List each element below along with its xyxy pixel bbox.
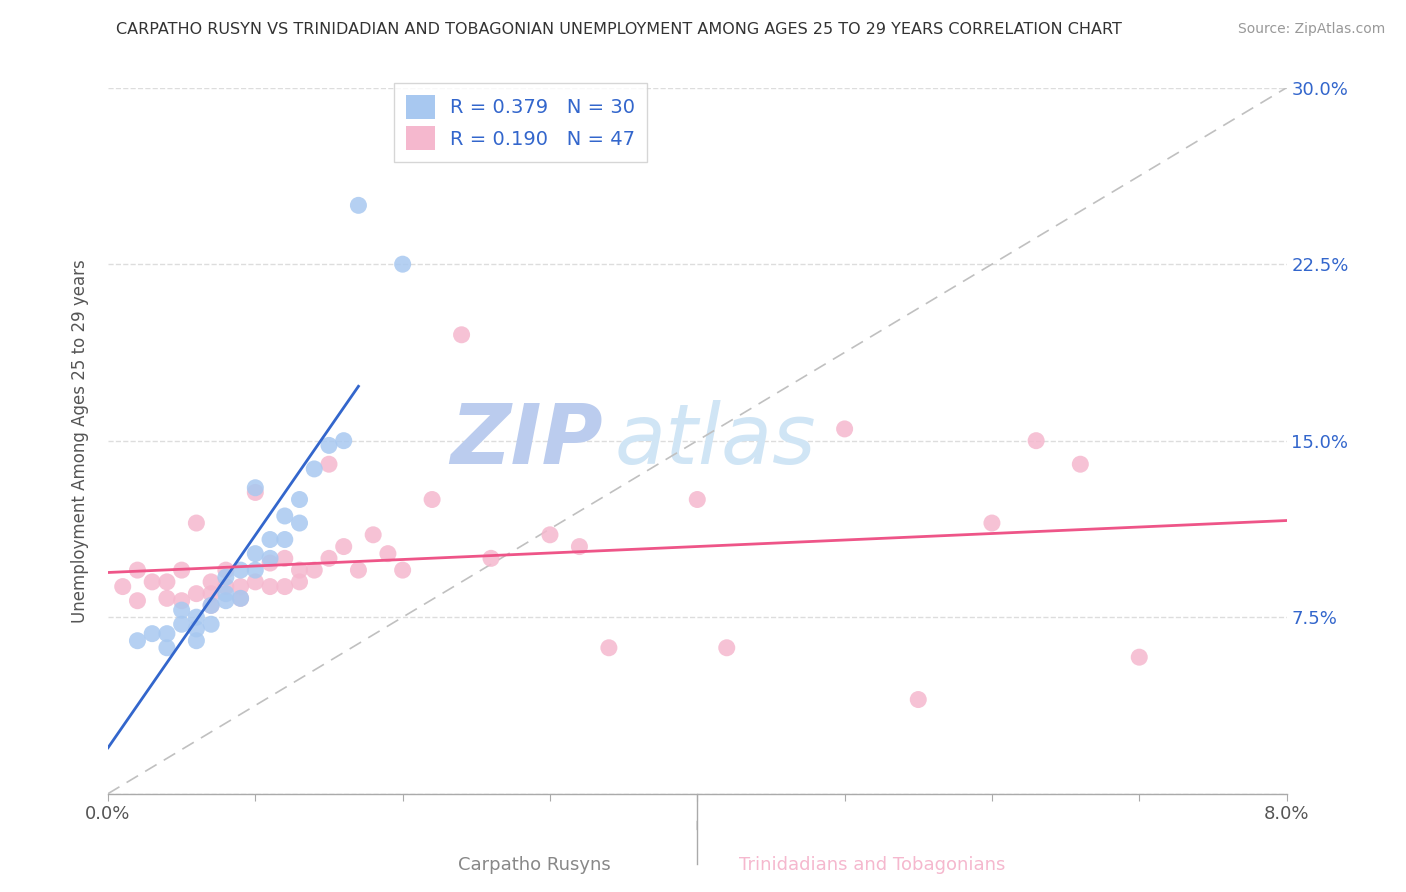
Point xyxy=(200,587,222,601)
Point xyxy=(245,574,267,589)
Point xyxy=(215,593,238,607)
Point xyxy=(568,540,591,554)
Point xyxy=(170,617,193,632)
Point xyxy=(361,528,384,542)
Point xyxy=(200,617,222,632)
Point xyxy=(716,640,738,655)
Point xyxy=(229,591,252,606)
Point xyxy=(288,563,311,577)
Point xyxy=(215,570,238,584)
Point xyxy=(170,603,193,617)
Point xyxy=(200,599,222,613)
Point xyxy=(538,528,561,542)
Text: atlas: atlas xyxy=(614,401,817,481)
Point xyxy=(141,574,163,589)
Point xyxy=(245,547,267,561)
Point xyxy=(156,591,179,606)
Point xyxy=(332,540,354,554)
Point xyxy=(156,640,179,655)
Point xyxy=(127,563,149,577)
Point xyxy=(318,438,340,452)
Point xyxy=(274,508,297,523)
Text: CARPATHO RUSYN VS TRINIDADIAN AND TOBAGONIAN UNEMPLOYMENT AMONG AGES 25 TO 29 YE: CARPATHO RUSYN VS TRINIDADIAN AND TOBAGO… xyxy=(115,22,1122,37)
Point xyxy=(304,563,326,577)
Point xyxy=(332,434,354,448)
Point xyxy=(391,563,413,577)
Y-axis label: Unemployment Among Ages 25 to 29 years: Unemployment Among Ages 25 to 29 years xyxy=(72,259,89,623)
Text: ZIP: ZIP xyxy=(450,401,603,481)
Point xyxy=(186,633,208,648)
Point xyxy=(598,640,620,655)
Point xyxy=(229,580,252,594)
Point xyxy=(274,533,297,547)
Point xyxy=(259,533,281,547)
Point xyxy=(141,626,163,640)
Point xyxy=(186,610,208,624)
Point xyxy=(229,591,252,606)
Point xyxy=(377,547,399,561)
Point xyxy=(156,626,179,640)
Point xyxy=(479,551,502,566)
Point xyxy=(834,422,856,436)
Point xyxy=(288,574,311,589)
Point xyxy=(318,457,340,471)
Point xyxy=(111,580,134,594)
Point xyxy=(288,516,311,530)
Point xyxy=(245,563,267,577)
Point xyxy=(200,574,222,589)
Point xyxy=(245,485,267,500)
Point xyxy=(127,593,149,607)
Point xyxy=(200,599,222,613)
Point xyxy=(229,563,252,577)
Point xyxy=(907,692,929,706)
Point xyxy=(127,633,149,648)
Point xyxy=(259,556,281,570)
Point xyxy=(391,257,413,271)
Point xyxy=(215,587,238,601)
Point xyxy=(274,551,297,566)
Text: Carpatho Rusyns: Carpatho Rusyns xyxy=(458,856,610,874)
Point xyxy=(450,327,472,342)
Point xyxy=(245,481,267,495)
Legend: R = 0.379   N = 30, R = 0.190   N = 47: R = 0.379 N = 30, R = 0.190 N = 47 xyxy=(394,83,647,161)
Point xyxy=(347,198,370,212)
Point xyxy=(347,563,370,577)
Point xyxy=(1025,434,1047,448)
Point xyxy=(170,593,193,607)
Point xyxy=(1069,457,1091,471)
Point xyxy=(259,551,281,566)
Point xyxy=(274,580,297,594)
Point xyxy=(318,551,340,566)
Point xyxy=(215,563,238,577)
Point xyxy=(259,580,281,594)
Point xyxy=(156,574,179,589)
Point xyxy=(981,516,1004,530)
Point xyxy=(215,580,238,594)
Point xyxy=(1128,650,1150,665)
Point xyxy=(186,587,208,601)
Point xyxy=(186,622,208,636)
Point xyxy=(686,492,709,507)
Point xyxy=(304,462,326,476)
Point xyxy=(170,563,193,577)
Text: Source: ZipAtlas.com: Source: ZipAtlas.com xyxy=(1237,22,1385,37)
Point xyxy=(186,516,208,530)
Text: Trinidadians and Tobagonians: Trinidadians and Tobagonians xyxy=(738,856,1005,874)
Point xyxy=(288,492,311,507)
Point xyxy=(420,492,443,507)
